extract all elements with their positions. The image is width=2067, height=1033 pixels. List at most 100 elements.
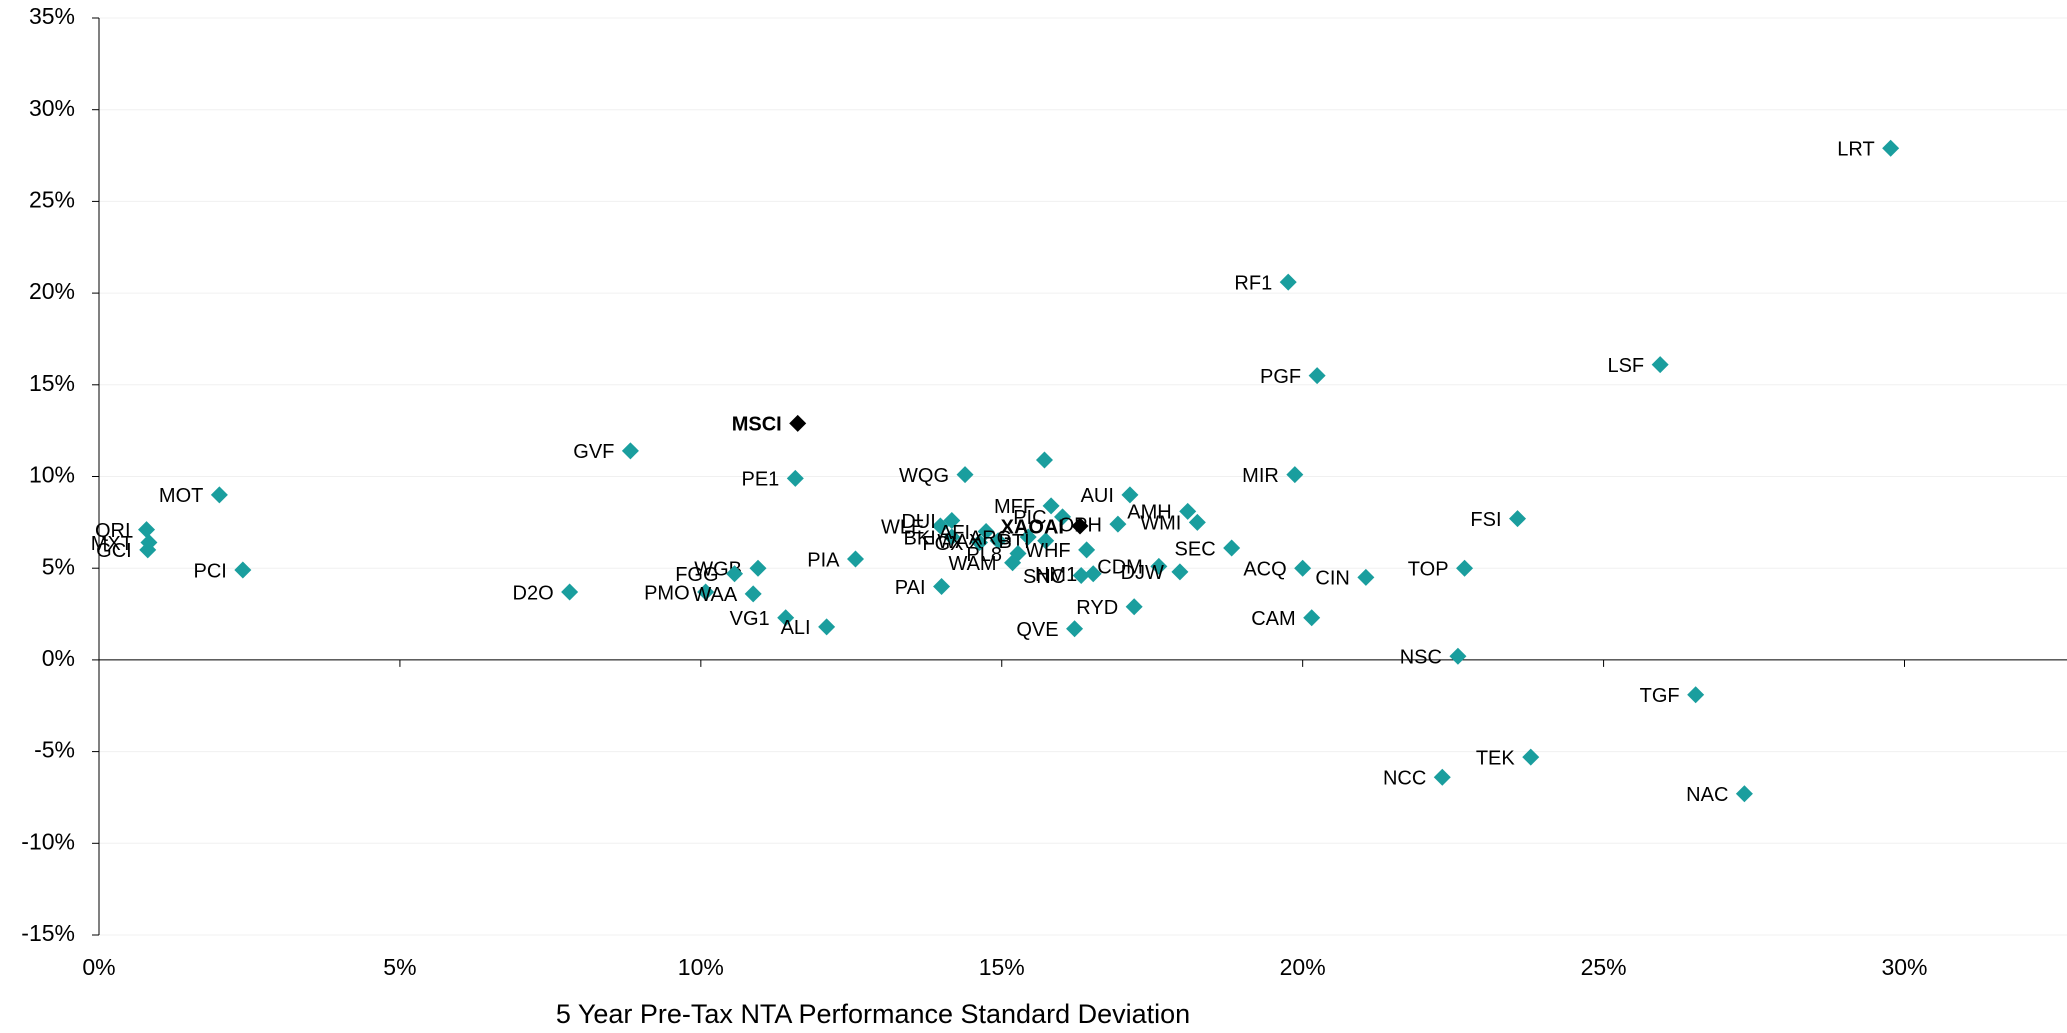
point [989, 532, 1007, 550]
point-label: NSC [1400, 647, 1442, 669]
point [1125, 598, 1143, 616]
point [1066, 620, 1084, 638]
point [1687, 686, 1705, 704]
point-label: BKI [904, 527, 936, 549]
point-label: ARG [969, 527, 1012, 549]
point [1150, 557, 1168, 575]
point [697, 583, 715, 601]
point [139, 541, 157, 559]
y-tick-label: 30% [29, 95, 75, 121]
point [977, 523, 995, 541]
point-label: PIA [807, 549, 840, 571]
point-label: TOP [1408, 558, 1449, 580]
point [621, 442, 639, 460]
point [1651, 356, 1669, 374]
point-label: MIR [1242, 465, 1279, 487]
point [1037, 532, 1055, 550]
point-label: DUI [901, 511, 935, 533]
point [1121, 486, 1139, 504]
point [726, 565, 744, 583]
point [943, 512, 961, 530]
x-tick-label: 15% [979, 954, 1025, 980]
point-label: WAA [692, 584, 737, 606]
point [1449, 647, 1467, 665]
point-label: PE1 [742, 469, 780, 491]
point-label: WQG [899, 465, 949, 487]
point [1078, 541, 1096, 559]
x-tick-label: 10% [678, 954, 724, 980]
point-label: NCC [1383, 768, 1426, 790]
point [933, 578, 951, 596]
point [744, 585, 762, 603]
point-label: D2O [513, 582, 554, 604]
x-axis-title: 5 Year Pre-Tax NTA Performance Standard … [556, 999, 1190, 1029]
point-label: AUI [1081, 485, 1114, 507]
point [1109, 515, 1127, 533]
y-tick-label: 10% [29, 462, 75, 488]
point-label: AFI [939, 522, 970, 544]
point [1171, 563, 1189, 581]
point [1072, 567, 1090, 585]
point [847, 550, 865, 568]
point-label: XAOAI [1001, 516, 1064, 538]
point [1054, 508, 1072, 526]
y-tick-label: 20% [29, 278, 75, 304]
point-label: CAM [1251, 608, 1295, 630]
point-label: CDM [1097, 557, 1143, 579]
point [1071, 517, 1089, 535]
point [1882, 139, 1900, 157]
point [1303, 609, 1321, 627]
x-tick-label: 20% [1280, 954, 1326, 980]
point [777, 609, 795, 627]
point [1279, 273, 1297, 291]
point-label: NAC [1686, 784, 1728, 806]
point-label: AMH [1127, 502, 1171, 524]
point [1357, 568, 1375, 586]
point-label: FSI [1470, 509, 1501, 531]
point-label: QRI [95, 520, 131, 542]
point [1019, 528, 1037, 546]
point-label: VG1 [730, 608, 770, 630]
point-label: PAI [895, 577, 926, 599]
point [1509, 510, 1527, 528]
point-label: WLE [881, 516, 924, 538]
point-label: SNC [1023, 566, 1065, 588]
point-label: RYD [1076, 597, 1118, 619]
point-label: FGX [922, 533, 963, 555]
point-label: MXT [91, 533, 133, 555]
point-label: TGF [1640, 685, 1680, 707]
point [818, 618, 836, 636]
point-label: PMO [644, 582, 690, 604]
x-tick-label: 30% [1881, 954, 1927, 980]
point [1286, 466, 1304, 484]
point [1035, 451, 1053, 469]
point-label: PIC [1013, 507, 1046, 529]
point [1179, 502, 1197, 520]
point-label: GCI [96, 540, 132, 562]
point-label: LRT [1837, 138, 1874, 160]
point-label: MOT [159, 485, 203, 507]
point [1522, 748, 1540, 766]
point-label: HM1 [1035, 564, 1077, 586]
point-label: GVF [573, 441, 614, 463]
point-label: BTI [999, 531, 1030, 553]
point [1294, 559, 1312, 577]
point [1223, 539, 1241, 557]
y-tick-label: 15% [29, 370, 75, 396]
point [1433, 768, 1451, 786]
point [956, 466, 974, 484]
x-tick-label: 0% [82, 954, 115, 980]
point [1042, 497, 1060, 515]
point-label: WAX [937, 531, 982, 553]
point [138, 521, 156, 539]
point-label: DJW [1121, 562, 1164, 584]
point [786, 469, 804, 487]
point-label: TEK [1476, 747, 1516, 769]
point-label: MFF [994, 496, 1035, 518]
x-tick-label: 25% [1581, 954, 1627, 980]
point-label: QVE [1016, 619, 1058, 641]
point-label: PCI [193, 560, 226, 582]
y-tick-label: -15% [21, 920, 75, 946]
point [749, 559, 767, 577]
